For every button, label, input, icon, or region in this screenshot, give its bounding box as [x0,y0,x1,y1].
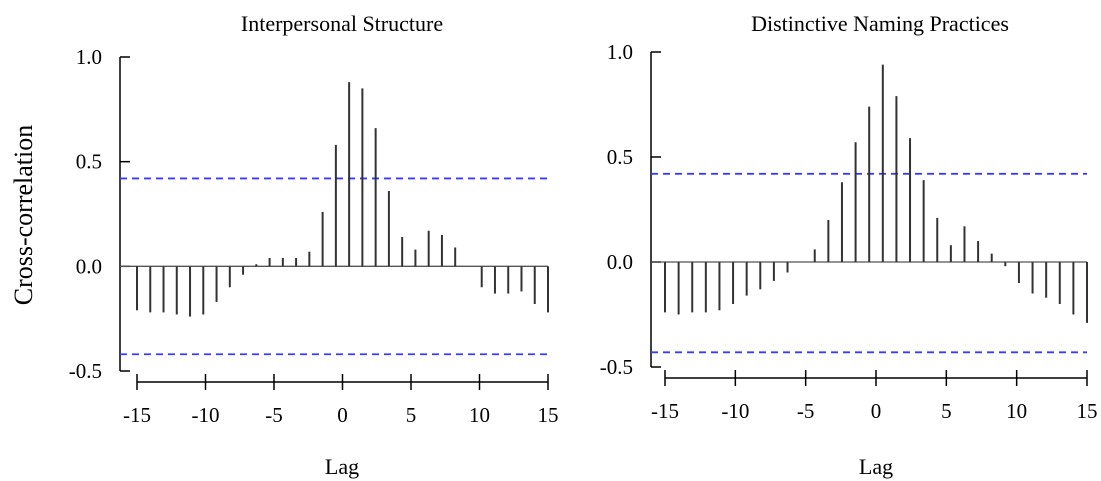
panel-1-y-tick-label: 1.0 [76,45,102,69]
panel-2-x-tick-label: 10 [1006,399,1027,423]
panel-1-x-tick-label: -5 [265,403,283,427]
panel-1-x-tick-label: 10 [469,403,490,427]
y-axis-label: Cross-correlation [9,125,38,306]
panel-2-title: Distinctive Naming Practices [751,11,1009,36]
panel-1-y-tick-label: -0.5 [69,359,102,383]
panel-2-x-tick-label: -15 [651,399,679,423]
panel-1-x-tick-label: 5 [406,403,417,427]
panel-2-y-tick-label: 1.0 [607,40,633,64]
panel-2-x-tick-label: 0 [871,399,882,423]
panel-1-x-tick-label: 0 [337,403,348,427]
panel-2-y-tick-label: 0.0 [607,250,633,274]
panel-1-x-tick-label: 15 [538,403,559,427]
panel-2-y-tick-label: 0.5 [607,145,633,169]
panel-2-x-axis-label: Lag [859,454,893,479]
panel-2-y-tick-label: -0.5 [600,355,633,379]
panel-1-y-tick-label: 0.0 [76,254,102,278]
panel-1-x-tick-label: -15 [123,403,151,427]
panel-2-x-tick-label: -10 [721,399,749,423]
panel-2-x-tick-label: 15 [1077,399,1098,423]
panel-2-x-tick-label: -5 [797,399,815,423]
panel-1-x-tick-label: -10 [192,403,220,427]
panel-1-title: Interpersonal Structure [241,11,443,36]
panel-1-y-tick-label: 0.5 [76,150,102,174]
panel-1-x-axis-label: Lag [325,454,359,479]
panel-2-x-tick-label: 5 [941,399,952,423]
